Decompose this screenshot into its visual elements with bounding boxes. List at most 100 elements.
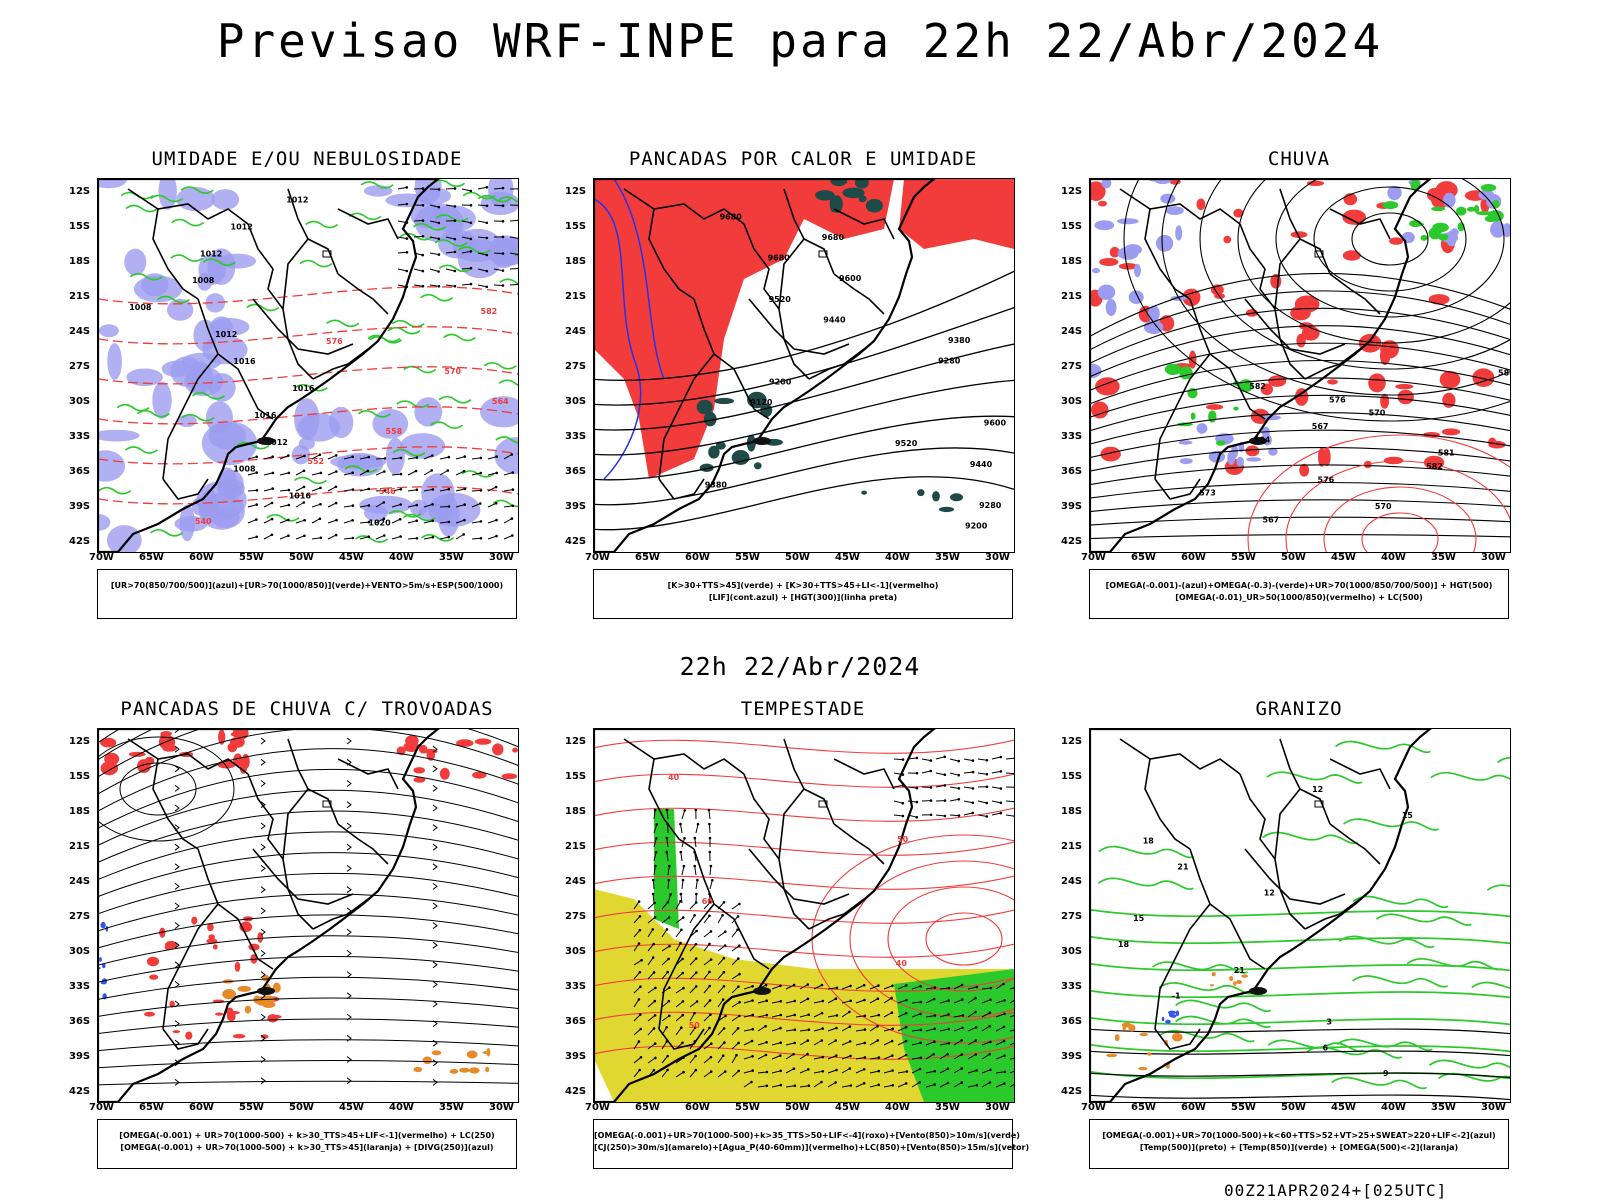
lon-tick-label: 55W <box>1231 1102 1256 1113</box>
map-contour-label: 588 <box>1498 369 1510 378</box>
lat-tick-label: 18S <box>1061 806 1083 817</box>
lat-tick-label: 39S <box>565 501 587 512</box>
lon-tick-label: 30W <box>489 1102 514 1113</box>
map-contour-label: 1008 <box>129 303 152 312</box>
lat-tick-label: 15S <box>565 771 587 782</box>
lat-tick-label: 21S <box>565 291 587 302</box>
map-contour-label: 567 <box>1312 422 1329 431</box>
lon-tick-label: 65W <box>635 552 660 563</box>
lat-tick-label: 42S <box>69 536 91 547</box>
map-contour-label: 9680 <box>822 233 845 242</box>
lat-tick-label: 15S <box>69 221 91 232</box>
lon-tick-label: 60W <box>189 1102 214 1113</box>
lon-tick-label: 55W <box>735 1102 760 1113</box>
lat-tick-label: 36S <box>69 1016 91 1027</box>
legend-line: [OMEGA(-0.001) + UR>70(1000-500) + k>30_… <box>120 1143 494 1152</box>
lat-tick-label: 36S <box>565 1016 587 1027</box>
map-contour-label: 21 <box>1177 862 1189 871</box>
run-info-footer: 00Z21APR2024+[025UTC] <box>1224 1181 1448 1200</box>
map-contour-label: 9280 <box>938 357 961 366</box>
lon-tick-label: 60W <box>1181 1102 1206 1113</box>
map-frame <box>97 728 519 1103</box>
lat-tick-label: 24S <box>69 876 91 887</box>
lon-tick-label: 30W <box>985 1102 1010 1113</box>
panel-title: GRANIZO <box>1255 698 1343 720</box>
lon-tick-label: 50W <box>1281 1102 1306 1113</box>
lon-tick-label: 70W <box>89 1102 114 1113</box>
lat-tick-label: 21S <box>565 841 587 852</box>
lon-tick-label: 50W <box>289 1102 314 1113</box>
lat-tick-label: 24S <box>565 326 587 337</box>
lat-tick-label: 12S <box>565 736 587 747</box>
lat-tick-label: 33S <box>1061 981 1083 992</box>
lon-tick-label: 45W <box>1331 552 1356 563</box>
lon-tick-label: 40W <box>389 552 414 563</box>
map-contour-label: 570 <box>1369 409 1386 418</box>
map-contour-label: 1008 <box>233 465 256 474</box>
lon-tick-label: 35W <box>935 552 960 563</box>
map-contour-label: 9200 <box>965 522 988 531</box>
map-contour-label: 9680 <box>768 254 791 263</box>
map-contour-label: 9680 <box>720 212 743 221</box>
legend-line: [K>30+TTS>45](verde) + [K>30+TTS>45+LI<-… <box>667 581 939 590</box>
map-frame: 1012 1012 1012 1008 1008 1012 1016 1016 1016 1012… <box>97 178 519 553</box>
lat-tick-label: 39S <box>69 1051 91 1062</box>
map-contour-label: 9600 <box>984 419 1007 428</box>
lat-tick-label: 18S <box>1061 256 1083 267</box>
lat-tick-label: 36S <box>69 466 91 477</box>
map-contour-label: 576 <box>1329 395 1346 404</box>
lon-tick-label: 60W <box>685 1102 710 1113</box>
map-contour-label: 9 <box>1383 1069 1389 1078</box>
lon-tick-label: 65W <box>635 1102 660 1113</box>
lat-tick-label: 33S <box>69 431 91 442</box>
map-contour-label: 570 <box>444 367 461 376</box>
lon-tick-label: 30W <box>985 552 1010 563</box>
lat-tick-label: 27S <box>565 911 587 922</box>
lat-tick-label: 33S <box>69 981 91 992</box>
lon-tick-label: 50W <box>289 552 314 563</box>
lon-tick-label: 35W <box>1431 1102 1456 1113</box>
map-contour-label: 18 <box>1118 940 1130 949</box>
map-contour-label: 582 <box>481 307 498 316</box>
lat-tick-label: 12S <box>1061 736 1083 747</box>
legend-line: [Temp(500)](preto) + [Temp(850)](verde) … <box>1139 1143 1459 1152</box>
lon-tick-label: 30W <box>1481 552 1506 563</box>
lon-tick-label: 70W <box>585 1102 610 1113</box>
lon-tick-label: 35W <box>1431 552 1456 563</box>
map-contour-label: 9200 <box>769 377 792 386</box>
map-contour-label: 1012 <box>200 249 222 258</box>
map-contour-label: 1020 <box>368 519 391 528</box>
map-contour-label: 576 <box>1318 475 1335 484</box>
lat-tick-label: 21S <box>1061 841 1083 852</box>
map-contour-label: 564 <box>1254 435 1271 444</box>
lat-tick-label: 15S <box>69 771 91 782</box>
lat-tick-label: 39S <box>1061 501 1083 512</box>
map-contour-label: 570 <box>1375 502 1392 511</box>
lon-tick-label: 50W <box>785 1102 810 1113</box>
lon-tick-label: 45W <box>339 1102 364 1113</box>
lon-tick-label: 60W <box>1181 552 1206 563</box>
map-legend: [K>30+TTS>45](verde) + [K>30+TTS>45+LI<-… <box>593 569 1013 619</box>
lat-tick-label: 30S <box>565 946 587 957</box>
map-frame: 40 50 60 40 50 <box>593 728 1015 1103</box>
lat-tick-label: 36S <box>565 466 587 477</box>
lat-tick-label: 30S <box>69 946 91 957</box>
lat-tick-label: 30S <box>565 396 587 407</box>
lon-tick-label: 45W <box>835 552 860 563</box>
forecast-time-label: 22h 22/Abr/2024 <box>679 652 921 681</box>
lat-tick-label: 18S <box>69 256 91 267</box>
map-contour-label: 9440 <box>970 460 993 469</box>
lat-tick-label: 30S <box>1061 946 1083 957</box>
map-contour-label: 582 <box>1426 462 1443 471</box>
lat-tick-label: 27S <box>69 361 91 372</box>
lat-tick-label: 18S <box>565 256 587 267</box>
map-contour-label: 40 <box>668 773 680 782</box>
map-contour-label: 573 <box>1199 489 1216 498</box>
weather-map: 1012 1012 1012 1008 1008 1012 1016 1016 1016 1012… <box>98 179 518 552</box>
map-contour-label: 9120 <box>750 398 773 407</box>
lon-tick-label: 60W <box>685 552 710 563</box>
lat-tick-label: 12S <box>69 736 91 747</box>
lat-tick-label: 21S <box>1061 291 1083 302</box>
map-contour-label: 582 <box>1249 382 1266 391</box>
map-contour-label: 21 <box>1234 966 1246 975</box>
